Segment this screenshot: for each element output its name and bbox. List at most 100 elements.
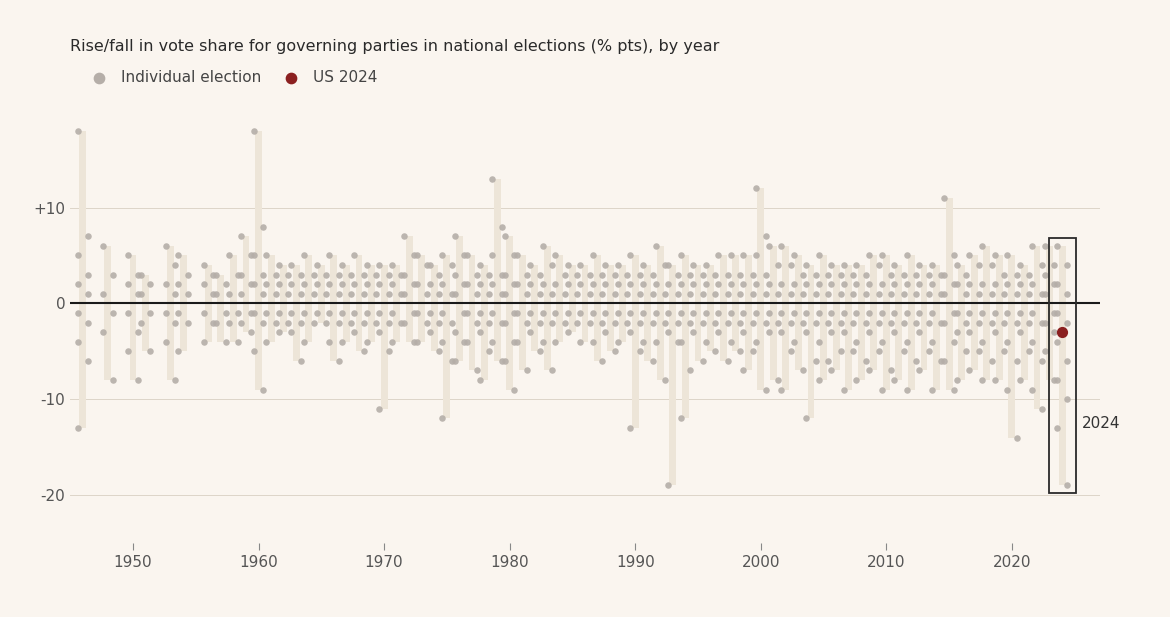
Point	[232, 231, 250, 241]
Point	[543, 365, 562, 375]
Point	[1035, 241, 1054, 251]
Point	[998, 308, 1017, 318]
Point	[810, 280, 828, 289]
Point	[267, 289, 285, 299]
Bar	[230, 255, 236, 342]
Bar	[356, 255, 363, 351]
Point	[442, 356, 461, 366]
Point	[746, 308, 765, 318]
Point	[769, 260, 787, 270]
Point	[932, 289, 951, 299]
Point	[631, 346, 649, 356]
Point	[1011, 260, 1030, 270]
Point	[367, 270, 386, 280]
Point	[530, 318, 549, 328]
Point	[668, 270, 687, 280]
Point	[772, 308, 791, 318]
Point	[508, 251, 526, 260]
Point	[480, 346, 498, 356]
Point	[681, 365, 700, 375]
Point	[329, 318, 347, 328]
Point	[534, 280, 552, 289]
Point	[961, 365, 979, 375]
Point	[759, 280, 778, 289]
Point	[794, 270, 813, 280]
Point	[496, 270, 515, 280]
Bar	[669, 265, 676, 486]
Point	[756, 270, 775, 280]
Bar	[380, 265, 387, 409]
Point	[69, 280, 88, 289]
Point	[418, 318, 436, 328]
Point	[932, 270, 951, 280]
Point	[78, 270, 97, 280]
Point	[1023, 384, 1041, 394]
Point	[483, 308, 502, 318]
Point	[166, 375, 185, 385]
Point	[580, 318, 599, 328]
Point	[731, 318, 750, 328]
Bar	[242, 236, 249, 332]
Point	[1048, 337, 1067, 347]
Point	[543, 318, 562, 328]
Point	[1045, 308, 1064, 318]
Point	[379, 289, 398, 299]
Point	[496, 231, 515, 241]
Point	[885, 280, 903, 289]
Point	[245, 280, 263, 289]
Point	[493, 318, 511, 328]
Point	[395, 318, 414, 328]
Point	[621, 308, 640, 318]
Bar	[720, 255, 727, 361]
Point	[291, 356, 310, 366]
Point	[1032, 356, 1051, 366]
Point	[860, 327, 879, 337]
Point	[282, 327, 301, 337]
Point	[571, 308, 590, 318]
Point	[606, 289, 625, 299]
Point	[1023, 280, 1041, 289]
Point	[1035, 346, 1054, 356]
Point	[672, 280, 690, 289]
Point	[897, 251, 916, 260]
Point	[379, 270, 398, 280]
Point	[596, 327, 614, 337]
Point	[1058, 481, 1076, 491]
Point	[429, 318, 448, 328]
Point	[317, 318, 336, 328]
Point	[103, 270, 122, 280]
Bar	[858, 265, 865, 380]
Point	[505, 337, 524, 347]
Point	[317, 289, 336, 299]
Point	[897, 280, 916, 289]
Point	[317, 270, 336, 280]
Point	[429, 346, 448, 356]
Point	[1045, 280, 1064, 289]
Point	[961, 308, 979, 318]
Point	[869, 289, 888, 299]
Point	[556, 270, 574, 280]
Bar	[983, 246, 990, 380]
Point	[772, 280, 791, 289]
Point	[69, 251, 88, 260]
Point	[1023, 308, 1041, 318]
Bar	[895, 265, 902, 380]
Point	[684, 280, 703, 289]
Point	[170, 251, 188, 260]
Point	[204, 270, 222, 280]
Bar	[443, 255, 450, 418]
Point	[267, 270, 285, 280]
Point	[304, 289, 323, 299]
Point	[1045, 327, 1064, 337]
Point	[847, 260, 866, 270]
Point	[1007, 270, 1026, 280]
Point	[961, 327, 979, 337]
Point	[433, 251, 452, 260]
Point	[291, 270, 310, 280]
Point	[543, 289, 562, 299]
Point	[556, 289, 574, 299]
Point	[819, 289, 838, 299]
Bar	[518, 255, 525, 370]
Point	[342, 270, 360, 280]
Bar	[180, 255, 187, 351]
